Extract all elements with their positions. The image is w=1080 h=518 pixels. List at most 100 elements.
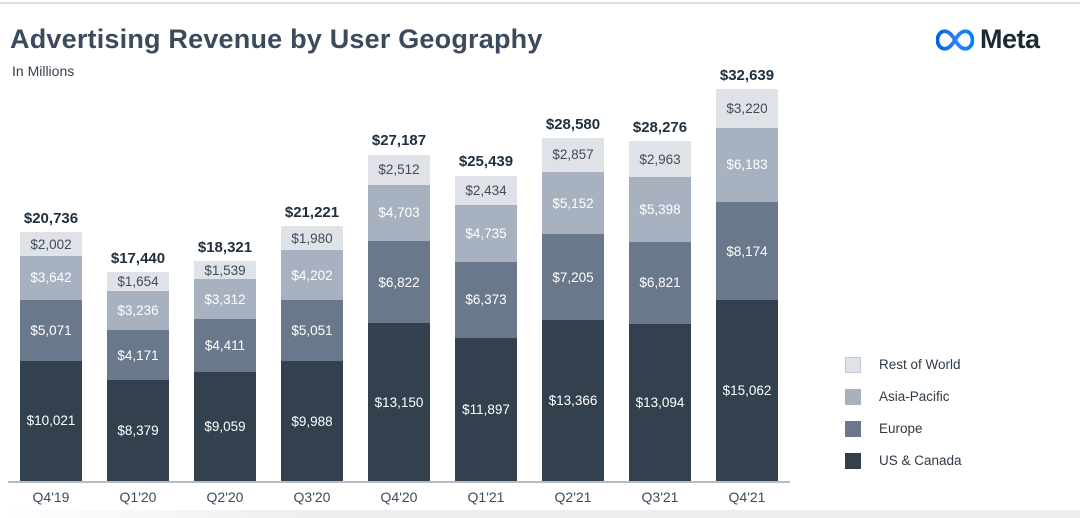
units-label: In Millions [12, 63, 75, 79]
bar-segment: $6,822 [368, 241, 430, 324]
segment-value-label: $13,094 [635, 394, 685, 410]
bar-segment: $13,150 [368, 323, 430, 481]
x-axis-tick-label: Q4'21 [728, 489, 766, 505]
segment-value-label: $9,059 [204, 419, 246, 435]
top-divider [0, 2, 1080, 4]
bar-total-label: $27,187 [371, 132, 427, 150]
legend-label: Rest of World [879, 357, 961, 372]
segment-value-label: $5,398 [639, 201, 681, 217]
bar-segment: $8,379 [107, 380, 169, 481]
segment-value-label: $8,174 [726, 243, 768, 259]
bar-segment: $5,051 [281, 300, 343, 362]
bar-segment: $1,539 [194, 260, 256, 280]
bar-segment: $3,642 [20, 256, 82, 300]
legend-label: US & Canada [879, 453, 962, 468]
segment-value-label: $6,183 [726, 157, 768, 173]
x-axis-tick-label: Q4'19 [32, 489, 70, 505]
segment-value-label: $5,071 [30, 322, 72, 338]
segment-value-label: $1,539 [204, 262, 246, 278]
segment-value-label: $6,821 [639, 275, 681, 291]
bar-total-label: $21,221 [284, 204, 340, 222]
x-axis-tick-label: Q3'20 [293, 489, 331, 505]
segment-value-label: $6,373 [465, 292, 507, 308]
segment-value-label: $5,051 [291, 323, 333, 339]
x-axis-tick-label: Q2'21 [554, 489, 592, 505]
bar-segment: $11,897 [455, 338, 517, 481]
segment-value-label: $3,236 [117, 303, 159, 319]
legend-item: Europe [845, 420, 962, 437]
legend-label: Asia-Pacific [879, 389, 950, 404]
bar-total-label: $25,439 [458, 153, 514, 171]
bar-segment: $7,205 [542, 233, 604, 321]
segment-value-label: $13,366 [548, 393, 598, 409]
bar-segment: $1,654 [107, 271, 169, 292]
x-axis-line [8, 481, 790, 483]
segment-value-label: $5,152 [552, 195, 594, 211]
legend-label: Europe [879, 421, 923, 436]
bar-segment: $13,366 [542, 320, 604, 481]
x-axis-tick-label: Q1'20 [119, 489, 157, 505]
bar-segment: $4,202 [281, 249, 343, 301]
bar-segment: $8,174 [716, 201, 778, 301]
x-axis-tick-label: Q4'20 [380, 489, 418, 505]
legend-swatch [845, 388, 861, 405]
segment-value-label: $7,205 [552, 269, 594, 285]
bar-segment: $5,398 [629, 177, 691, 242]
bar-segment: $4,171 [107, 330, 169, 381]
segment-value-label: $2,512 [378, 162, 420, 178]
x-axis-tick-label: Q2'20 [206, 489, 244, 505]
segment-value-label: $2,002 [30, 236, 72, 252]
bar-segment: $2,963 [629, 141, 691, 177]
bar-segment: $2,002 [20, 231, 82, 257]
x-axis-tick-label: Q3'21 [641, 489, 679, 505]
segment-value-label: $13,150 [374, 394, 424, 410]
bar-segment: $9,059 [194, 372, 256, 481]
bar-segment: $9,988 [281, 361, 343, 481]
bar-segment: $4,703 [368, 184, 430, 242]
segment-value-label: $6,822 [378, 274, 420, 290]
bar-segment: $2,857 [542, 137, 604, 173]
meta-logo: Meta [936, 24, 1040, 55]
segment-value-label: $1,980 [291, 230, 333, 246]
bar-segment: $5,071 [20, 299, 82, 361]
bar-segment: $3,312 [194, 279, 256, 320]
bar-segment: $3,220 [716, 89, 778, 128]
segment-value-label: $8,379 [117, 423, 159, 439]
bar-segment: $6,373 [455, 261, 517, 339]
bar-segment: $15,062 [716, 300, 778, 481]
bar-total-label: $28,276 [632, 119, 688, 137]
segment-value-label: $1,654 [117, 273, 159, 289]
brand-wordmark: Meta [980, 24, 1040, 54]
bar-segment: $1,980 [281, 226, 343, 250]
segment-value-label: $9,988 [291, 413, 333, 429]
legend-item: Rest of World [845, 356, 962, 373]
bar-segment: $3,236 [107, 291, 169, 331]
segment-value-label: $4,171 [117, 347, 159, 363]
legend-item: Asia-Pacific [845, 388, 962, 405]
segment-value-label: $4,703 [378, 205, 420, 221]
page-title: Advertising Revenue by User Geography [10, 24, 543, 54]
legend-swatch [845, 420, 861, 437]
bar-segment: $4,735 [455, 204, 517, 262]
bar-segment: $2,512 [368, 154, 430, 185]
bar-segment: $2,434 [455, 175, 517, 205]
bar-segment: $13,094 [629, 323, 691, 481]
segment-value-label: $2,857 [552, 147, 594, 163]
legend-swatch [845, 452, 861, 469]
legend-item: US & Canada [845, 452, 962, 469]
bar-segment: $6,821 [629, 241, 691, 324]
bar-segment: $5,152 [542, 172, 604, 234]
stacked-bar-chart: $10,021 $5,071 $3,642 $2,002 $20,736 $8,379 $4… [8, 67, 790, 483]
segment-value-label: $10,021 [26, 413, 76, 429]
legend-swatch [845, 356, 861, 373]
bar-segment: $6,183 [716, 127, 778, 202]
bar-total-label: $18,321 [197, 238, 253, 256]
bar-total-label: $28,580 [545, 115, 601, 133]
segment-value-label: $3,642 [30, 270, 72, 286]
segment-value-label: $15,062 [722, 383, 772, 399]
bar-total-label: $32,639 [719, 67, 775, 84]
segment-value-label: $2,963 [639, 151, 681, 167]
x-axis-tick-label: Q1'21 [467, 489, 505, 505]
segment-value-label: $4,411 [204, 338, 246, 354]
